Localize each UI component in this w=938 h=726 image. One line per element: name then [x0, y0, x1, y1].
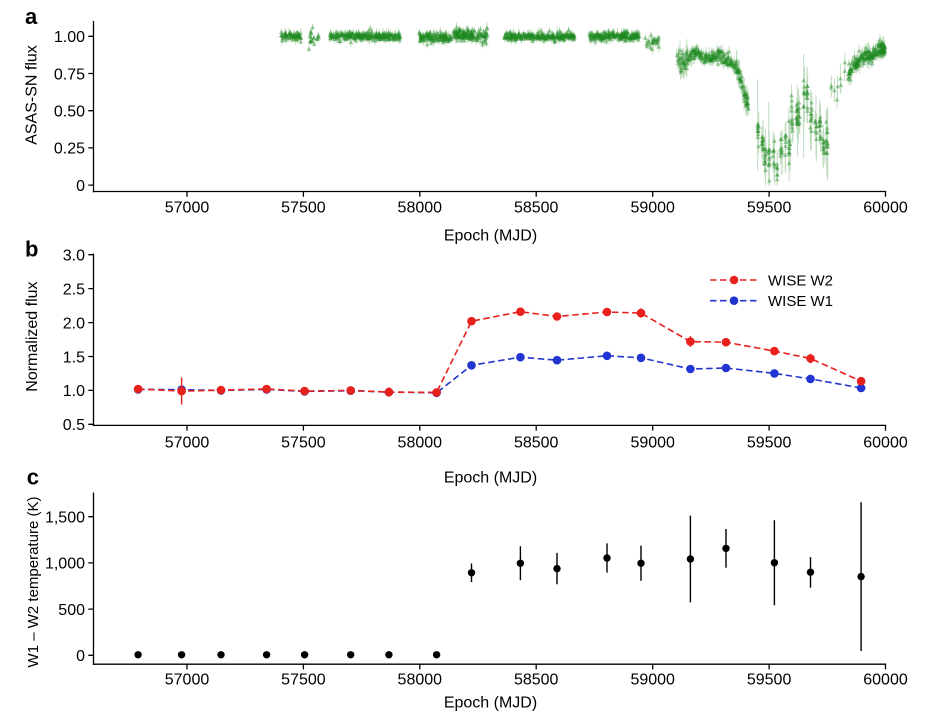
svg-text:60000: 60000: [863, 671, 908, 688]
svg-text:57000: 57000: [165, 434, 210, 451]
svg-text:0.50: 0.50: [54, 104, 85, 121]
svg-text:60000: 60000: [863, 434, 908, 451]
svg-text:57000: 57000: [165, 671, 210, 688]
svg-text:57500: 57500: [281, 200, 326, 217]
svg-text:0: 0: [76, 178, 85, 195]
svg-text:WISE W1: WISE W1: [768, 293, 833, 310]
svg-text:58000: 58000: [398, 434, 443, 451]
svg-text:58500: 58500: [514, 200, 559, 217]
svg-text:59000: 59000: [630, 671, 675, 688]
svg-text:1.00: 1.00: [54, 29, 85, 46]
svg-text:58500: 58500: [514, 671, 559, 688]
svg-text:1,500: 1,500: [45, 510, 85, 527]
svg-text:1.5: 1.5: [63, 349, 85, 366]
svg-text:59500: 59500: [747, 434, 792, 451]
svg-text:1,000: 1,000: [45, 556, 85, 573]
svg-text:500: 500: [58, 602, 85, 619]
svg-text:a: a: [25, 4, 38, 29]
svg-text:59500: 59500: [747, 671, 792, 688]
svg-text:Normalized flux: Normalized flux: [24, 281, 41, 391]
svg-text:0: 0: [76, 648, 85, 665]
svg-text:59000: 59000: [630, 200, 675, 217]
svg-text:0.75: 0.75: [54, 66, 85, 83]
svg-text:0.5: 0.5: [63, 417, 85, 434]
svg-text:c: c: [27, 465, 39, 490]
svg-text:b: b: [25, 236, 38, 261]
svg-text:2.0: 2.0: [63, 315, 85, 332]
svg-text:0.25: 0.25: [54, 141, 85, 158]
svg-text:1.0: 1.0: [63, 383, 85, 400]
svg-text:59500: 59500: [747, 200, 792, 217]
svg-text:57500: 57500: [281, 671, 326, 688]
svg-text:57500: 57500: [281, 434, 326, 451]
svg-text:Epoch (MJD): Epoch (MJD): [444, 227, 537, 244]
svg-text:3.0: 3.0: [63, 248, 85, 265]
svg-text:Epoch (MJD): Epoch (MJD): [444, 469, 537, 486]
svg-text:58000: 58000: [398, 671, 443, 688]
svg-text:58500: 58500: [514, 434, 559, 451]
svg-text:60000: 60000: [863, 200, 908, 217]
svg-text:2.5: 2.5: [63, 281, 85, 298]
svg-text:57000: 57000: [165, 200, 210, 217]
svg-text:58000: 58000: [398, 200, 443, 217]
svg-text:W1 – W2 temperature (K): W1 – W2 temperature (K): [25, 497, 42, 668]
svg-text:Epoch (MJD): Epoch (MJD): [444, 695, 537, 712]
svg-text:ASAS-SN flux: ASAS-SN flux: [24, 45, 41, 145]
svg-text:WISE W2: WISE W2: [768, 272, 833, 289]
svg-text:59000: 59000: [630, 434, 675, 451]
